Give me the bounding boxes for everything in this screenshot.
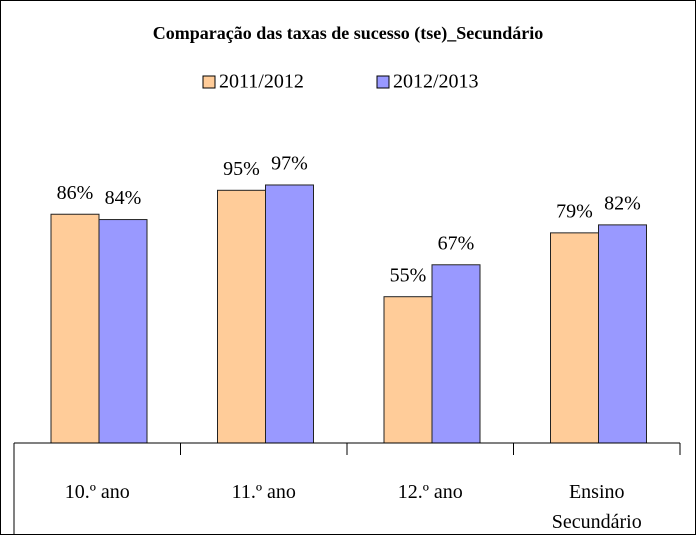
data-label: 84% (105, 187, 142, 209)
data-label: 67% (438, 232, 475, 254)
x-tick-label: 12.º ano (397, 481, 463, 503)
bar (431, 264, 481, 444)
bar (598, 224, 647, 444)
data-label: 55% (390, 264, 427, 286)
data-label: 95% (223, 158, 260, 180)
data-label: 79% (556, 200, 593, 222)
bar (383, 296, 433, 444)
bar (265, 184, 314, 444)
legend-swatch (202, 75, 216, 89)
legend-label: 2012/2013 (393, 71, 479, 93)
chart-title: Comparação das taxas de sucesso (tse)_Se… (153, 23, 544, 44)
legend-label: 2011/2012 (219, 71, 304, 93)
data-label: 82% (604, 192, 641, 214)
bar (550, 232, 599, 444)
bar (217, 189, 266, 444)
legend-swatch (376, 75, 390, 89)
data-label: 86% (57, 182, 94, 204)
data-label: 97% (271, 153, 308, 175)
x-tick-label: 11.º ano (231, 481, 296, 503)
bar (50, 213, 100, 444)
x-tick-label: 10.º ano (64, 481, 130, 503)
x-tick-label: Ensino Secundário (551, 481, 642, 533)
bar (98, 219, 148, 444)
